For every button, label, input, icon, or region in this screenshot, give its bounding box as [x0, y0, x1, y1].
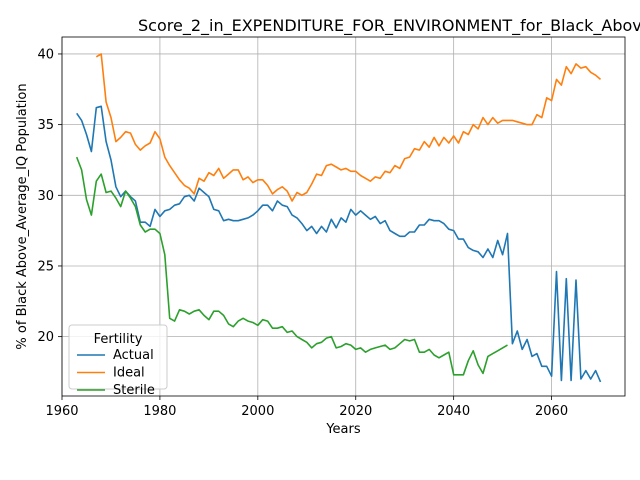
- legend-label-sterile: Sterile: [113, 383, 155, 398]
- x-tick-label: 2040: [437, 404, 470, 419]
- y-tick-label: 35: [37, 118, 54, 133]
- legend-label-actual: Actual: [113, 348, 154, 363]
- x-axis-label: Years: [325, 422, 361, 437]
- chart-title: Score_2_in_EXPENDITURE_FOR_ENVIRONMENT_f…: [138, 16, 640, 36]
- plot-frame: [61, 36, 626, 397]
- x-tick-label: 2060: [535, 404, 568, 419]
- x-tick-label: 1960: [45, 404, 78, 419]
- y-axis-label: % of Black Above_Average_IQ Population: [15, 83, 30, 349]
- series-lines: [75, 53, 602, 383]
- y-tick-label: 40: [37, 47, 54, 62]
- legend: Fertility Actual Ideal Sterile: [68, 324, 168, 398]
- y-tick-label: 25: [37, 259, 54, 274]
- y-tick-label: 20: [37, 330, 54, 345]
- x-tick-label: 2000: [241, 404, 274, 419]
- series-line-actual: [76, 105, 602, 383]
- legend-entries: Actual Ideal Sterile: [77, 348, 155, 398]
- series-line-sterile: [75, 156, 508, 376]
- y-tick-label: 30: [37, 189, 54, 204]
- series-line-ideal: [95, 53, 602, 202]
- axis-ticks: 1960 1980 2000 2020 2040 2060 20 25 30 35 40: [37, 47, 568, 419]
- legend-title: Fertility: [94, 332, 143, 347]
- x-tick-label: 1980: [143, 404, 176, 419]
- legend-label-ideal: Ideal: [113, 366, 145, 381]
- x-tick-label: 2020: [339, 404, 372, 419]
